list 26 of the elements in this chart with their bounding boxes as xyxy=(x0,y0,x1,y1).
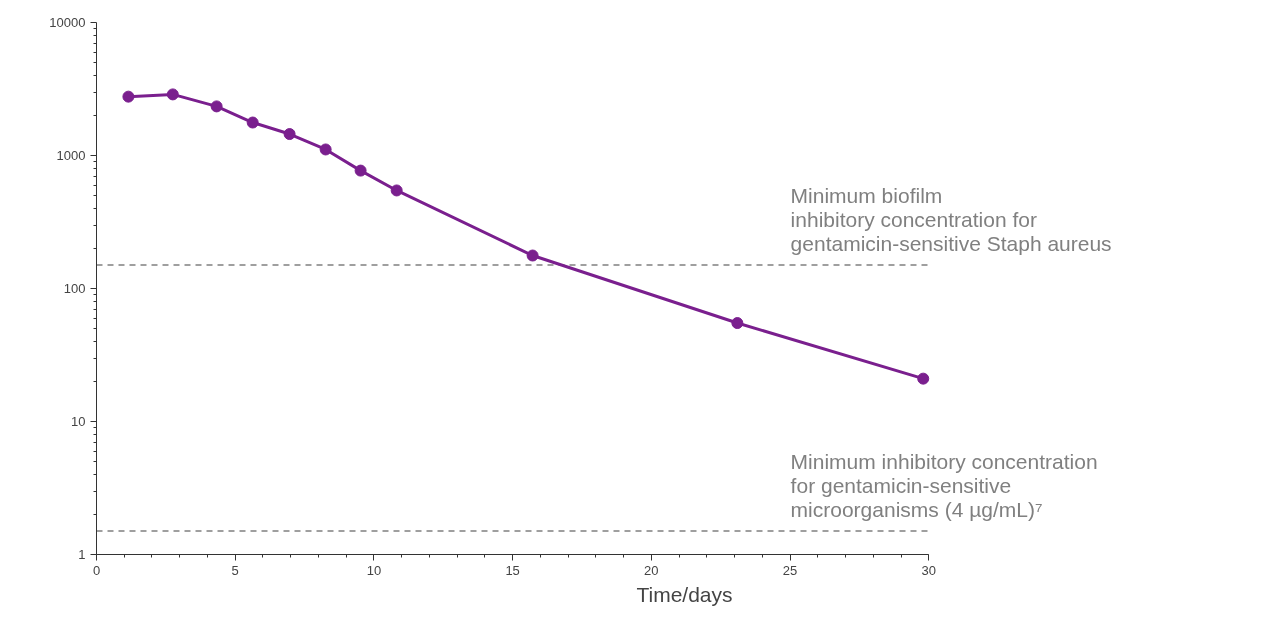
point xyxy=(390,184,403,197)
ref-line-label: Minimum inhibitory concentration for gentamicin-sensitive microorganisms (4 µg/mL)⁷ xyxy=(790,449,1098,522)
point xyxy=(246,116,259,129)
y-tick-label: 10000 xyxy=(49,15,86,30)
x-axis-title: Time/days xyxy=(636,582,733,606)
point xyxy=(210,100,223,113)
ref-line-label: Minimum biofilm inhibitory concentration for gentamicin-sensitive Staph aureus xyxy=(790,183,1112,256)
y-tick-label: 1 xyxy=(78,547,86,562)
x-tick-label: 10 xyxy=(366,562,382,578)
y-tick-label: 1000 xyxy=(56,148,86,163)
point xyxy=(283,128,296,141)
point xyxy=(319,143,332,156)
x-tick-label: 30 xyxy=(921,562,937,578)
point xyxy=(526,249,539,262)
x-tick-label: 20 xyxy=(644,562,659,578)
x-tick-label: 15 xyxy=(505,562,520,578)
point xyxy=(917,372,930,385)
point xyxy=(166,88,179,101)
point xyxy=(354,164,367,177)
x-tick-label: 0 xyxy=(92,562,101,578)
x-tick-label: 25 xyxy=(782,562,798,578)
point xyxy=(731,317,744,330)
y-tick-label: 10 xyxy=(71,414,86,429)
x-tick-label: 5 xyxy=(231,562,239,578)
point xyxy=(122,90,135,103)
y-tick-label: 100 xyxy=(63,281,86,296)
